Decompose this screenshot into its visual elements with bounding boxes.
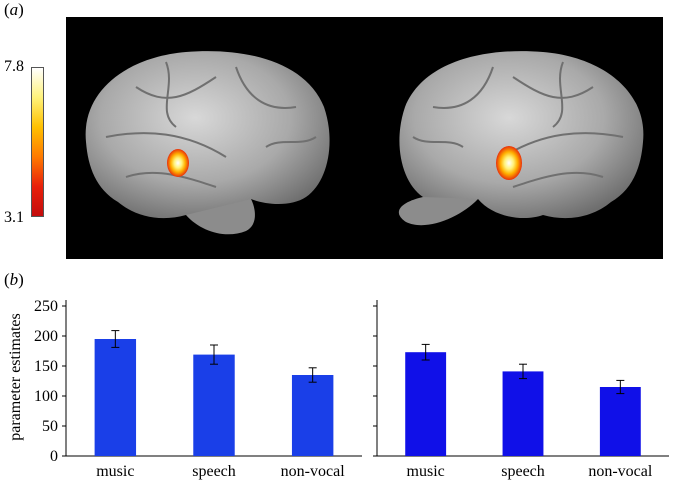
- panel-b-label: (b): [4, 270, 24, 289]
- chart-left: 0 50 100 150 200 250 music speech non-vocal: [34, 298, 362, 480]
- panel-a-label: (a): [4, 0, 24, 19]
- y-tick-label: 250: [34, 298, 58, 315]
- category-label: speech: [192, 463, 236, 480]
- category-label: speech: [501, 463, 545, 480]
- right-activation-blob: [496, 146, 522, 180]
- bar-music: [94, 339, 137, 456]
- y-tick-label: 200: [34, 328, 58, 345]
- chart-right: music speech non-vocal: [373, 300, 669, 480]
- y-tick-label: 50: [42, 418, 58, 435]
- bar-non-vocal: [599, 387, 641, 456]
- category-label: music: [96, 463, 134, 480]
- bar-speech: [193, 354, 235, 456]
- y-tick-label: 100: [34, 388, 58, 405]
- y-tick-label: 0: [50, 448, 58, 465]
- brain-renderings: [85, 51, 644, 235]
- category-label: non-vocal: [281, 463, 346, 480]
- y-axis-title: parameter estimates: [7, 313, 24, 441]
- category-label: non-vocal: [588, 463, 653, 480]
- right-brain-image: [398, 51, 644, 226]
- y-tick-label: 150: [34, 358, 58, 375]
- colorbar-max-label: 7.8: [4, 58, 24, 75]
- colorbar: [31, 67, 44, 217]
- bar-speech: [502, 371, 544, 456]
- category-label: music: [407, 463, 445, 480]
- left-activation-blob: [167, 149, 189, 177]
- colorbar-min-label: 3.1: [4, 209, 24, 226]
- left-brain-image: [85, 51, 330, 235]
- brain-image-panel: [66, 17, 663, 259]
- bar-charts: 0 50 100 150 200 250 music speech non-vocal musi…: [7, 298, 669, 480]
- bar-music: [405, 352, 447, 456]
- bar-non-vocal: [291, 375, 334, 456]
